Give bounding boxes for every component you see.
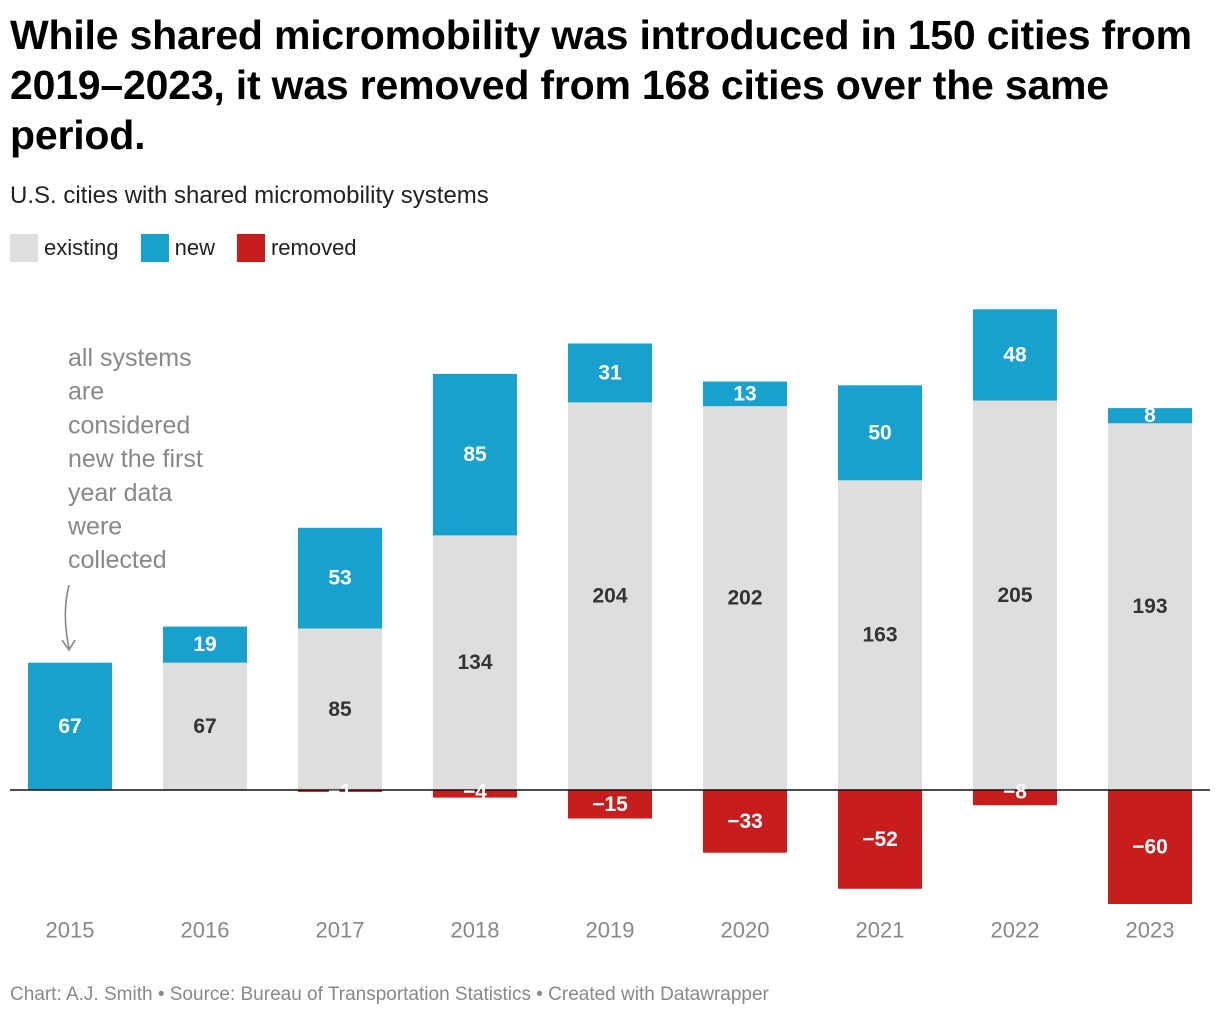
bar-removed-2018 bbox=[433, 790, 517, 798]
label-existing-2021: 163 bbox=[862, 624, 897, 647]
label-new-2016: 19 bbox=[193, 633, 216, 656]
bar-existing-2019 bbox=[568, 402, 652, 790]
label-new-2020: 13 bbox=[733, 382, 756, 405]
bar-new-2018 bbox=[433, 373, 517, 536]
label-new-2017: 53 bbox=[328, 567, 351, 590]
bar-existing-2020 bbox=[703, 406, 787, 790]
label-new-2015: 67 bbox=[58, 715, 81, 738]
label-removed-2021: −52 bbox=[862, 828, 898, 851]
legend-swatch-new bbox=[140, 234, 169, 262]
label-existing-2016: 67 bbox=[193, 715, 216, 738]
bar-new-2015 bbox=[28, 662, 112, 790]
bar-new-2021 bbox=[838, 385, 922, 481]
bar-new-2017 bbox=[298, 527, 382, 629]
label-removed-2017: −1 bbox=[328, 781, 352, 804]
legend-item-existing: existing bbox=[10, 234, 119, 262]
label-removed-2020: −33 bbox=[727, 810, 763, 833]
x-tick-label-2019: 2019 bbox=[586, 918, 635, 943]
x-tick-label-2016: 2016 bbox=[181, 918, 230, 943]
label-new-2019: 31 bbox=[598, 361, 622, 384]
label-new-2022: 48 bbox=[1003, 343, 1027, 366]
bar-new-2022 bbox=[973, 309, 1057, 401]
bar-existing-2021 bbox=[838, 480, 922, 790]
x-tick-label-2021: 2021 bbox=[856, 918, 905, 943]
legend-label-new: new bbox=[174, 235, 215, 260]
chart-title: While shared micromobility was introduce… bbox=[10, 12, 1192, 158]
bars-group bbox=[28, 309, 1192, 904]
label-new-2018: 85 bbox=[463, 443, 487, 466]
label-removed-2019: −15 bbox=[592, 793, 628, 816]
x-tick-label-2023: 2023 bbox=[1126, 918, 1175, 943]
label-removed-2018: −4 bbox=[463, 781, 487, 804]
x-tick-label-2015: 2015 bbox=[46, 918, 95, 943]
label-existing-2020: 202 bbox=[727, 587, 762, 610]
bar-existing-2022 bbox=[973, 400, 1057, 790]
bar-removed-2020 bbox=[703, 790, 787, 853]
data-labels-group: 67 67 19 85 53 −1 134 85 −4 204 31 −15 202 13 −33 163 50… bbox=[58, 343, 1167, 858]
bar-new-2020 bbox=[703, 381, 787, 407]
legend: existing new removed bbox=[10, 234, 379, 262]
label-existing-2018: 134 bbox=[457, 651, 492, 674]
label-removed-2022: −8 bbox=[1003, 781, 1027, 804]
legend-swatch-existing bbox=[10, 234, 38, 262]
x-tick-label-2017: 2017 bbox=[316, 918, 365, 943]
x-tick-label-2018: 2018 bbox=[451, 918, 500, 943]
annotation-text: all systems are considered new the first yea… bbox=[67, 344, 203, 574]
bar-existing-2018 bbox=[433, 535, 517, 790]
bar-removed-2017 bbox=[298, 790, 382, 792]
bar-removed-2021 bbox=[838, 790, 922, 889]
label-existing-2023: 193 bbox=[1132, 595, 1167, 618]
label-removed-2023: −60 bbox=[1132, 836, 1168, 859]
legend-item-new: new bbox=[140, 234, 215, 262]
bar-existing-2017 bbox=[298, 628, 382, 790]
x-tick-label-2022: 2022 bbox=[991, 918, 1040, 943]
bar-new-2019 bbox=[568, 343, 652, 403]
annotation-arrow bbox=[64, 584, 70, 649]
chart-subtitle: U.S. cities with shared micromobility sy… bbox=[10, 182, 489, 209]
chart-footer: Chart: A.J. Smith • Source: Bureau of Tr… bbox=[10, 984, 769, 1005]
bar-existing-2016 bbox=[163, 662, 247, 790]
bar-removed-2019 bbox=[568, 790, 652, 819]
bar-new-2023 bbox=[1108, 408, 1192, 424]
annotation-arrowhead bbox=[61, 639, 76, 652]
label-new-2023: 8 bbox=[1144, 404, 1156, 427]
bar-removed-2022 bbox=[973, 790, 1057, 806]
x-tick-label-2020: 2020 bbox=[721, 918, 770, 943]
label-existing-2017: 85 bbox=[328, 698, 352, 721]
bar-removed-2023 bbox=[1108, 790, 1192, 904]
bar-existing-2023 bbox=[1108, 423, 1192, 790]
legend-label-removed: removed bbox=[270, 235, 357, 260]
legend-item-removed: removed bbox=[236, 234, 357, 262]
label-new-2021: 50 bbox=[868, 421, 891, 444]
bar-new-2016 bbox=[163, 626, 247, 663]
label-existing-2019: 204 bbox=[592, 585, 627, 608]
legend-swatch-removed bbox=[236, 234, 265, 262]
legend-label-existing: existing bbox=[44, 235, 119, 260]
label-existing-2022: 205 bbox=[997, 584, 1032, 607]
